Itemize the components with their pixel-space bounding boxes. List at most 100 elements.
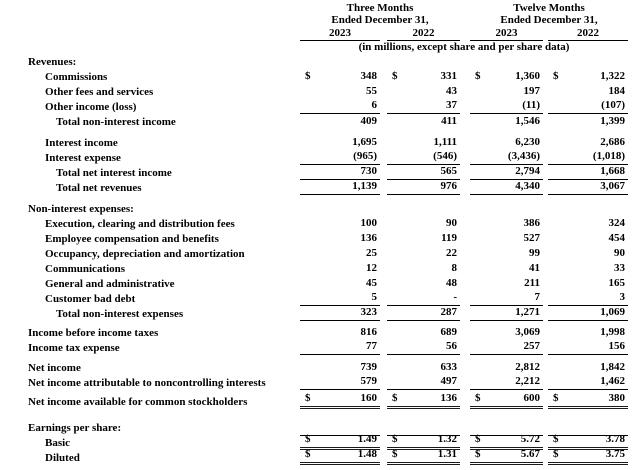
- cell-value: 99: [529, 247, 540, 259]
- value-cell: 1,111: [387, 135, 460, 150]
- cell-value: 56: [446, 340, 457, 352]
- units-note: (in millions, except share and per share…: [358, 41, 570, 53]
- units-note-row: (in millions, except share and per share…: [0, 41, 640, 54]
- value-cell: 1,462: [548, 375, 628, 390]
- cell-value: 3: [619, 291, 626, 303]
- value-cell: 90: [387, 216, 460, 231]
- value-cell: 633: [387, 360, 460, 375]
- cell-value: 1,111: [433, 136, 457, 148]
- value-cell: [470, 54, 543, 69]
- value-cell: [548, 201, 628, 216]
- row-label: Net income: [28, 362, 81, 374]
- value-cell: 99: [470, 246, 543, 261]
- value-cell: [387, 54, 460, 69]
- cell-value: 43: [446, 85, 457, 97]
- cell-value: 4,340: [515, 180, 540, 192]
- dollar-sign: $: [475, 448, 481, 460]
- value-cell: $1.31: [387, 448, 460, 465]
- header-label-spacer: [0, 26, 300, 41]
- dollar-sign: $: [392, 433, 398, 445]
- table-row: Total net revenues 1,139 976 4,340 3,067: [0, 180, 640, 195]
- value-cell: 2,794: [470, 165, 543, 180]
- table-row: Occupancy, depreciation and amortization…: [0, 246, 640, 261]
- value-cell: 184: [548, 84, 628, 99]
- table-row: Other income (loss) 6 37 (11) (107): [0, 99, 640, 114]
- value-cell: 37: [387, 99, 460, 114]
- value-cell: $348: [300, 69, 380, 84]
- row-label: Total net interest income: [56, 167, 172, 179]
- value-cell: 739: [300, 360, 380, 375]
- table-row: Execution, clearing and distribution fee…: [0, 216, 640, 231]
- cell-value: 323: [360, 306, 378, 318]
- row-label: Net income available for common stockhol…: [28, 396, 248, 408]
- value-cell: 119: [387, 231, 460, 246]
- cell-value: (546): [433, 150, 457, 162]
- value-cell: 197: [470, 84, 543, 99]
- value-cell: 22: [387, 246, 460, 261]
- value-cell: [548, 54, 628, 69]
- value-cell: 77: [300, 340, 380, 355]
- cell-value: 454: [608, 232, 626, 244]
- value-cell: 45: [300, 276, 380, 291]
- value-cell: 4,340: [470, 180, 543, 195]
- value-cell: $1.48: [300, 448, 380, 465]
- cell-value: 976: [440, 180, 458, 192]
- row-label: Earnings per share:: [28, 422, 122, 434]
- period-header-row: Three Months Ended December 31, Twelve M…: [0, 2, 640, 26]
- value-cell: 1,399: [548, 114, 628, 129]
- value-cell: 2,812: [470, 360, 543, 375]
- table-row: Other fees and services 55 43 197 184: [0, 84, 640, 99]
- value-cell: 816: [300, 325, 380, 340]
- cell-value: 5: [371, 291, 378, 303]
- cell-value: 1,139: [352, 180, 377, 192]
- row-label: Income before income taxes: [28, 327, 159, 339]
- cell-value: 1,695: [352, 136, 377, 148]
- row-label: Net income attributable to noncontrollin…: [28, 377, 266, 389]
- cell-value: 33: [614, 262, 625, 274]
- dollar-sign: $: [475, 70, 481, 82]
- value-cell: $5.67: [470, 448, 543, 465]
- cell-value: -: [453, 291, 457, 303]
- year-column-header: 2022: [387, 26, 460, 41]
- cell-value: 730: [360, 165, 378, 177]
- cell-value: 3.75: [605, 448, 625, 460]
- row-label: Execution, clearing and distribution fee…: [45, 218, 235, 230]
- cell-value: 497: [440, 375, 458, 387]
- value-cell: -: [387, 291, 460, 306]
- row-label: Interest income: [45, 137, 118, 149]
- period-subtitle: Ended December 31,: [500, 13, 598, 26]
- cell-value: 2,812: [515, 361, 540, 373]
- value-cell: 156: [548, 340, 628, 355]
- value-cell: (965): [300, 150, 380, 165]
- table-body: Revenues: Commissions $348 $331 $1,360 $1,322…: [0, 54, 640, 465]
- cell-value: 257: [523, 340, 541, 352]
- table-row: Employee compensation and benefits 136 119…: [0, 231, 640, 246]
- cell-value: 22: [446, 247, 457, 259]
- cell-value: 579: [360, 375, 378, 387]
- cell-value: 197: [523, 85, 541, 97]
- value-cell: 454: [548, 231, 628, 246]
- value-cell: 689: [387, 325, 460, 340]
- dollar-sign: $: [475, 433, 481, 445]
- period-subtitle: Ended December 31,: [331, 13, 429, 26]
- dollar-sign: $: [553, 433, 559, 445]
- cell-value: 2,212: [515, 375, 540, 387]
- value-cell: 565: [387, 165, 460, 180]
- value-cell: 3: [548, 291, 628, 306]
- row-label: Total non-interest income: [56, 116, 176, 128]
- row-label: Commissions: [45, 71, 108, 83]
- cell-value: (3,436): [507, 150, 540, 162]
- value-cell: 1,139: [300, 180, 380, 195]
- value-cell: (11): [470, 99, 543, 114]
- value-cell: 287: [387, 306, 460, 321]
- row-label: Communications: [45, 263, 126, 275]
- value-cell: 6: [300, 99, 380, 114]
- cell-value: 1,360: [515, 70, 540, 82]
- row-label: General and administrative: [45, 278, 175, 290]
- table-row: Customer bad debt 5 - 7 3: [0, 291, 640, 306]
- table-row: Commissions $348 $331 $1,360 $1,322: [0, 69, 640, 84]
- cell-value: 165: [608, 277, 626, 289]
- table-row: Total non-interest expenses 323 287 1,271 1,…: [0, 306, 640, 321]
- row-label: Employee compensation and benefits: [45, 233, 219, 245]
- value-cell: 211: [470, 276, 543, 291]
